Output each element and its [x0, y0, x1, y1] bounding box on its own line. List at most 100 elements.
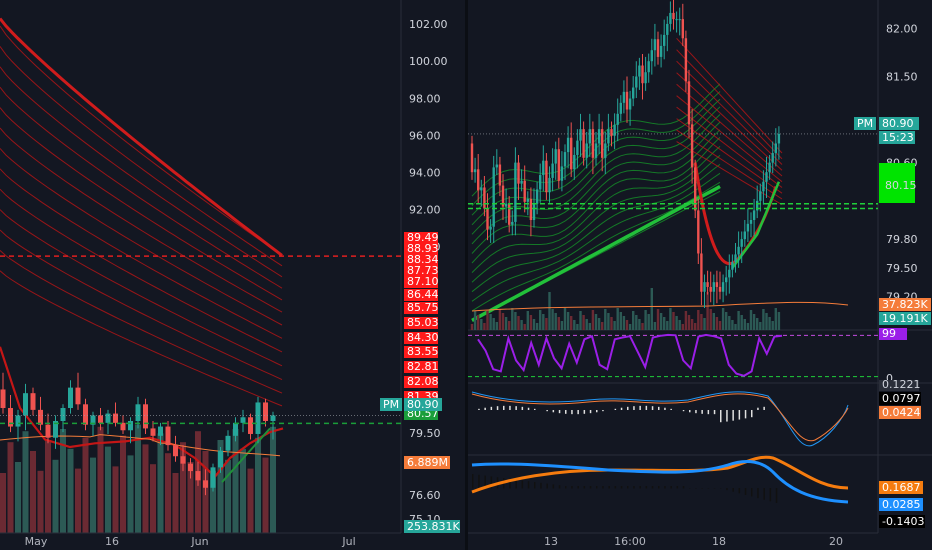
trend-histogram-bar [472, 474, 474, 489]
volume-bar [616, 308, 619, 330]
volume-bar [0, 473, 6, 533]
candle-body [90, 415, 96, 425]
candle-body [573, 154, 576, 170]
y-tick-label: 96.00 [409, 129, 441, 142]
candle-body [60, 408, 66, 421]
macd-label: 0.0797 [882, 392, 921, 405]
trend-histogram-bar [682, 486, 685, 489]
ma-price-label-bg [404, 346, 438, 358]
candle-body [520, 180, 523, 184]
volume-bar [619, 312, 622, 330]
trend-histogram-bar [751, 488, 753, 497]
candle-body [563, 152, 567, 167]
candle-body [492, 167, 495, 227]
right-multi-panel-chart[interactable]: 82.0081.5081.0080.6079.8079.5079.20PM80.… [468, 0, 932, 550]
volume-bar [535, 323, 539, 330]
volume-bar [210, 470, 216, 533]
trend-histogram-bar [775, 488, 778, 503]
trend-histogram-bar [701, 488, 703, 489]
candle-body [690, 124, 694, 168]
candle-body [53, 420, 58, 438]
candle-body [619, 102, 622, 114]
volume-bar [725, 312, 728, 330]
trend-histogram-bar [689, 488, 691, 489]
candle-body [195, 471, 201, 481]
ribbon-line [0, 188, 283, 353]
volume-bar [532, 319, 536, 330]
macd-histogram-bar [738, 410, 741, 420]
green-zone-label: 80.15 [885, 179, 917, 192]
trend-histogram-bar [596, 486, 598, 489]
volume-bar [709, 309, 712, 330]
pm-tag: PM [383, 398, 399, 411]
ma-price-label-bg [404, 289, 438, 301]
macd-line [471, 391, 849, 447]
macd-histogram-bar [577, 410, 579, 415]
volume-bar [715, 317, 719, 330]
trend-histogram-bar [490, 476, 493, 489]
candle-body [566, 137, 570, 153]
macd-histogram-bar [602, 410, 604, 412]
volume-bar [721, 308, 725, 330]
volume-bar [542, 314, 545, 330]
candle-body [545, 160, 548, 193]
trend-label-bg [879, 515, 925, 528]
candle-body [263, 402, 268, 421]
candle-body [601, 129, 604, 158]
volume-bar [135, 424, 141, 533]
volume-bar [681, 324, 684, 330]
y-tick-label: 82.00 [886, 23, 918, 36]
volume-bar [120, 435, 126, 533]
volume-bar [678, 320, 681, 330]
candle-body [270, 415, 276, 421]
macd-histogram-bar [478, 408, 480, 410]
volume-ma-label-bg [404, 456, 450, 469]
volume-bar [7, 442, 14, 533]
ribbon-line [0, 148, 283, 326]
partial-price-label-bg [404, 409, 438, 420]
ribbon-line [471, 181, 721, 312]
volume-bar [728, 316, 731, 330]
volume-bar [591, 310, 595, 330]
candle-body [233, 422, 238, 436]
ribbon-line [0, 107, 283, 301]
volume-bar [67, 448, 74, 533]
candle-body [150, 428, 156, 436]
candle-body [703, 282, 706, 292]
ribbon-line [0, 168, 283, 339]
macd-histogram-bar [509, 405, 511, 410]
macd-histogram-bar [614, 408, 617, 410]
volume-bar [157, 433, 164, 533]
candle-body [480, 187, 483, 191]
signal-line [471, 393, 849, 442]
volume-bar [52, 459, 59, 533]
trend-histogram-bar [577, 486, 579, 489]
volume-bar [672, 312, 675, 330]
volume-bar [641, 323, 644, 330]
ma-price-label: 88.93 [407, 242, 439, 255]
volume-bar [638, 319, 641, 330]
ribbon-line [676, 60, 783, 165]
candle-body [718, 286, 722, 292]
volume-bar [172, 473, 179, 533]
volume-bar [270, 426, 276, 533]
candle-body [749, 220, 753, 224]
y-tick-label: 100.00 [409, 55, 448, 68]
volume-bar [771, 321, 774, 330]
volume-bar [644, 310, 647, 330]
candle-body [560, 166, 564, 181]
ribbon-line [471, 155, 721, 283]
trend-histogram-bar [639, 486, 641, 489]
macd-histogram-bar [763, 406, 765, 410]
macd-histogram-bar [589, 410, 592, 414]
ma-price-label-bg [404, 243, 438, 255]
volume-bar [112, 466, 119, 533]
left-price-chart[interactable]: 102.00100.0098.0096.0094.0092.0090.0076.… [0, 0, 465, 550]
trend-histogram-bar [540, 482, 542, 489]
trend-histogram-bar [676, 486, 679, 489]
macd-histogram-bar [565, 410, 567, 414]
volume-bar [663, 317, 666, 330]
ribbon-line [0, 270, 283, 407]
macd-histogram-bar [707, 410, 710, 415]
ribbon-line [676, 95, 783, 183]
